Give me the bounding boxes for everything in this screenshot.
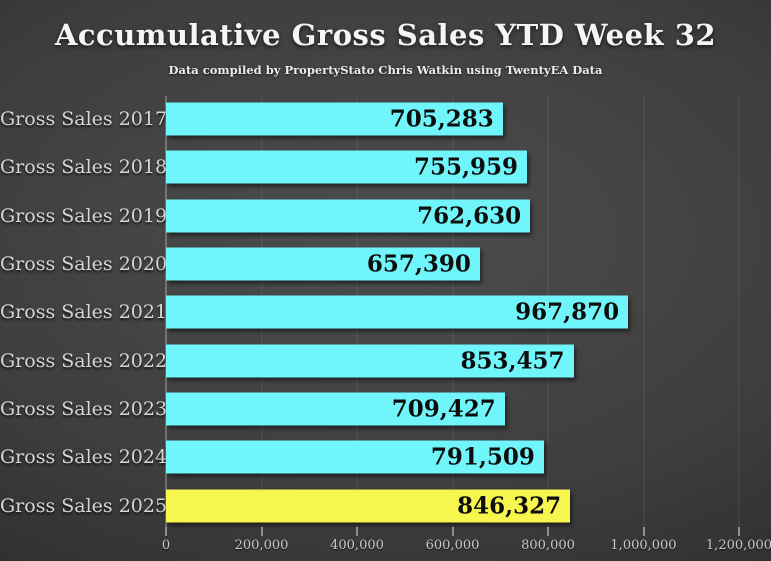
axis-tick-label: 400,000	[330, 538, 384, 553]
bar: 762,630	[166, 199, 531, 233]
bar-track: 762,630	[166, 192, 739, 240]
bar-value-label: 709,427	[391, 395, 496, 423]
bar-chart: Gross Sales 2017 705,283 Gross Sales 201…	[0, 95, 739, 530]
bar-track: 967,870	[166, 288, 739, 336]
bar-row: Gross Sales 2023 709,427	[0, 385, 739, 433]
x-axis-labels: 0 200,000 400,000 600,000 800,000 1,000,000 1,…	[162, 538, 771, 554]
chart-subtitle: Data compiled by PropertyStato Chris Wat…	[168, 63, 603, 77]
bar-row: Gross Sales 2019 762,630	[0, 192, 739, 240]
category-label: Gross Sales 2019	[0, 204, 168, 227]
axis-tick	[260, 527, 263, 536]
category-label: Gross Sales 2024	[0, 446, 168, 469]
axis-tick-label: 1,200,000	[705, 538, 771, 553]
category-label: Gross Sales 2023	[0, 398, 168, 421]
bar: 755,959	[166, 150, 527, 184]
grid-line	[738, 96, 740, 527]
category-label: Gross Sales 2022	[0, 349, 168, 372]
bar: 657,390	[166, 247, 480, 281]
axis-tick	[356, 527, 358, 536]
bar-track: 791,509	[166, 433, 739, 481]
category-label: Gross Sales 2020	[0, 253, 168, 276]
bar: 709,427	[166, 392, 505, 426]
bar-value-label: 791,509	[430, 443, 535, 471]
bar: 967,870	[166, 295, 629, 329]
axis-tick	[642, 527, 645, 536]
axis-tick	[738, 527, 740, 536]
category-label: Gross Sales 2018	[0, 156, 168, 179]
axis-tick-label: 1,000,000	[610, 538, 677, 553]
bar-row: Gross Sales 2025 846,327	[0, 482, 739, 530]
category-label: Gross Sales 2017	[0, 108, 168, 131]
bar-row: Gross Sales 2020 657,390	[0, 240, 739, 288]
bar-value-label: 705,283	[389, 105, 494, 133]
bar-value-label: 967,870	[515, 298, 620, 326]
axis-tick	[165, 527, 167, 536]
bar-value-label: 755,959	[413, 153, 518, 181]
bar-track: 709,427	[166, 385, 739, 433]
axis-tick-label: 0	[161, 538, 171, 553]
category-label: Gross Sales 2021	[0, 301, 168, 324]
bar-track: 846,327	[166, 482, 739, 530]
chart-title: Accumulative Gross Sales YTD Week 32	[54, 18, 717, 52]
bar-track: 705,283	[166, 95, 739, 143]
bar: 791,509	[166, 440, 544, 474]
x-axis-ticks	[165, 527, 740, 536]
bar: 846,327	[166, 489, 571, 523]
bar-value-label: 846,327	[457, 492, 562, 520]
bar-row: Gross Sales 2024 791,509	[0, 433, 739, 481]
axis-tick	[451, 527, 454, 536]
bar: 853,457	[166, 344, 574, 378]
bar-track: 853,457	[166, 337, 739, 385]
axis-tick	[547, 527, 549, 536]
bar-value-label: 853,457	[460, 347, 565, 375]
grid-line	[643, 96, 644, 527]
bar-row: Gross Sales 2021 967,870	[0, 288, 739, 336]
bar-row: Gross Sales 2018 755,959	[0, 143, 739, 191]
bar-row: Gross Sales 2017 705,283	[0, 95, 739, 143]
bar-track: 755,959	[166, 143, 739, 191]
axis-tick-label: 800,000	[521, 538, 575, 553]
bar-value-label: 657,390	[366, 250, 471, 278]
bar-track: 657,390	[166, 240, 739, 288]
axis-tick-label: 600,000	[425, 538, 480, 553]
bar-row: Gross Sales 2022 853,457	[0, 337, 739, 385]
bar-value-label: 762,630	[417, 202, 522, 230]
bar: 705,283	[166, 102, 503, 136]
axis-tick-label: 200,000	[234, 538, 289, 553]
category-label: Gross Sales 2025	[0, 494, 168, 517]
